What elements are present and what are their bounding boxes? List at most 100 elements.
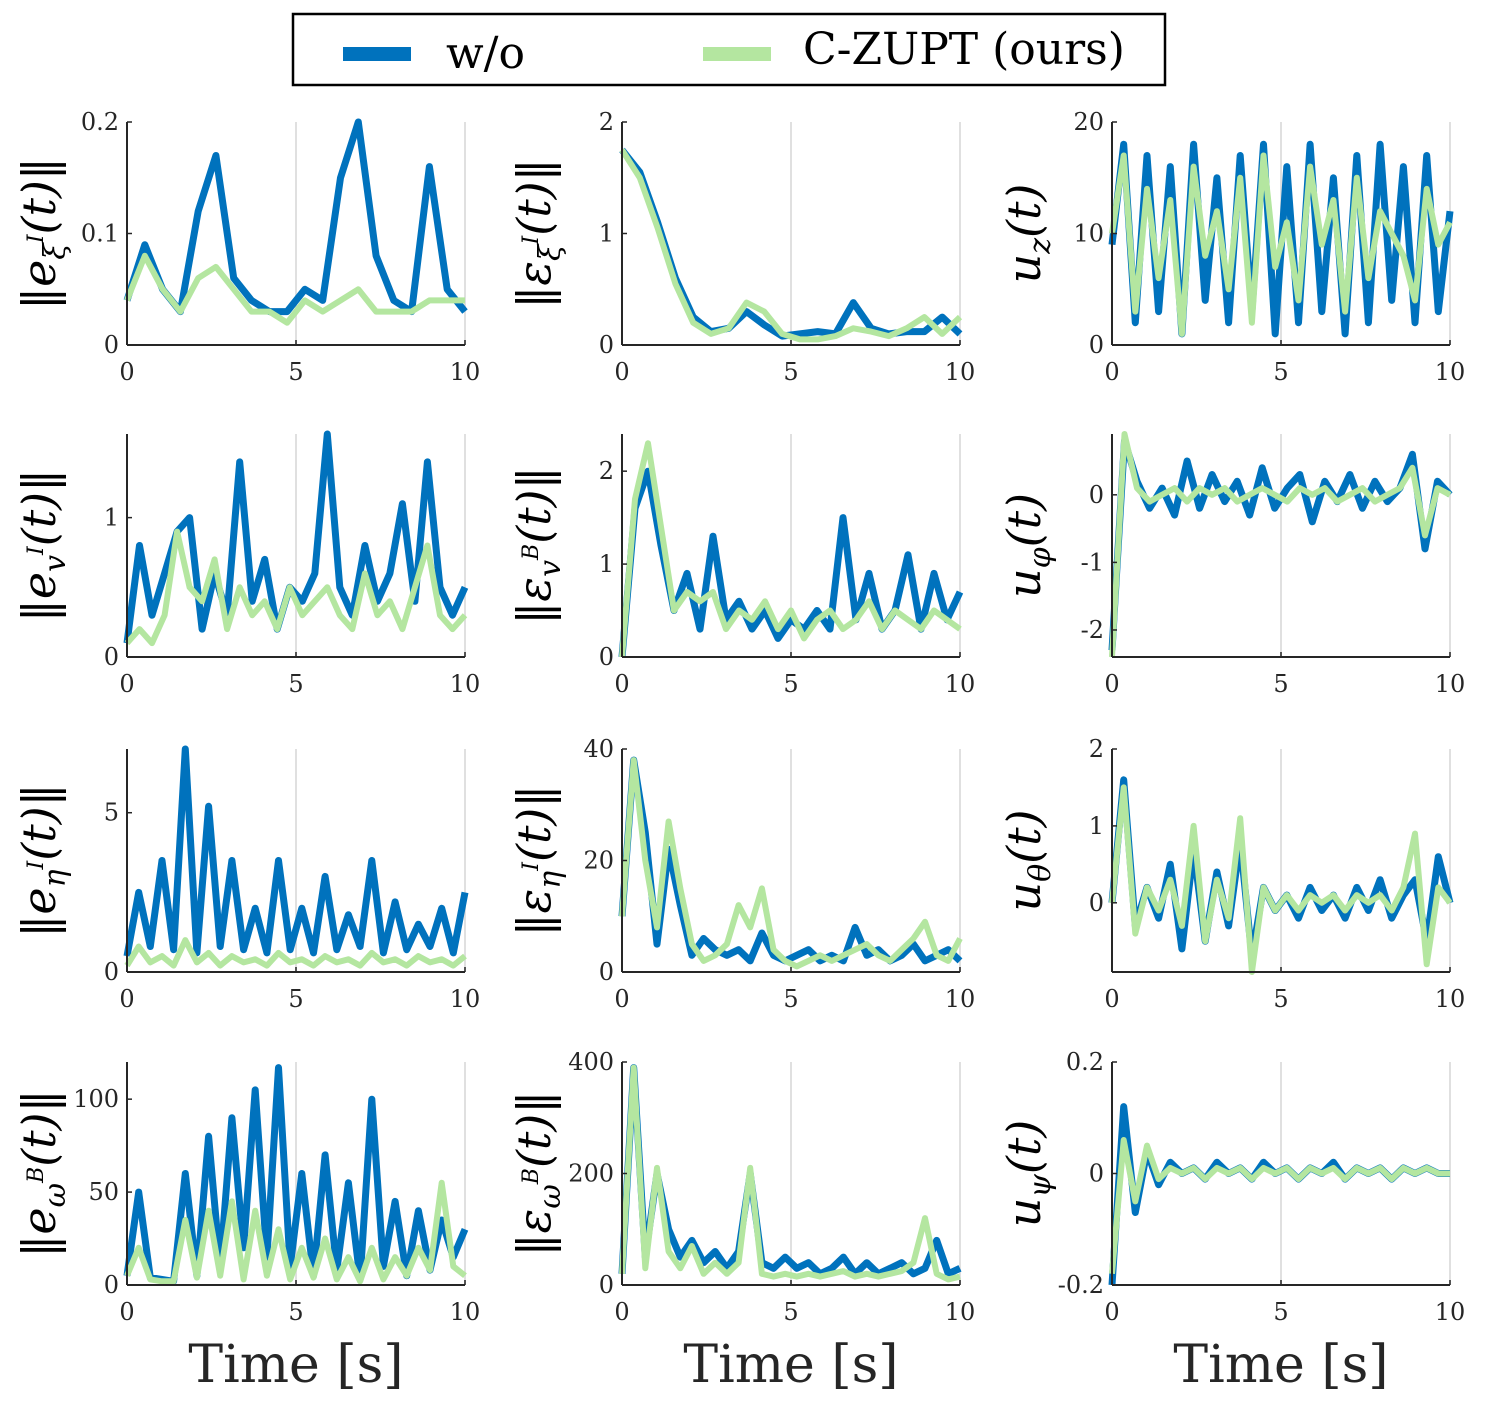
subplot: 0 5 10 0 0.1 0.2 ‖eξI(t)‖ <box>12 108 480 386</box>
x-tick-label: 10 <box>945 670 976 698</box>
y-tick-label: 200 <box>568 1160 614 1188</box>
y-tick-label: 10 <box>1073 220 1104 248</box>
y-axis-label: ‖eξI(t)‖ <box>12 157 73 310</box>
x-tick-label: 0 <box>614 358 629 386</box>
y-tick-label: 0 <box>104 1271 119 1299</box>
series-line-czupt <box>124 528 468 647</box>
subplot: 0 5 10-0.200.2uψ(t)Time [s] <box>997 1048 1465 1395</box>
x-tick-label: 5 <box>783 1298 798 1326</box>
y-tick-label: -2 <box>1081 616 1104 644</box>
x-tick-label: 5 <box>288 1298 303 1326</box>
y-axis-label: ‖eωB(t)‖ <box>12 1089 73 1257</box>
y-tick-label: 0 <box>104 331 119 359</box>
y-tick-label: 0.2 <box>1066 1048 1104 1076</box>
y-axis-label: uz(t) <box>997 184 1058 284</box>
x-tick-label: 10 <box>450 985 481 1013</box>
x-tick-label: 0 <box>1104 358 1119 386</box>
y-tick-label: 2 <box>599 457 614 485</box>
series-line-czupt <box>1109 784 1453 975</box>
x-tick-label: 10 <box>1435 670 1466 698</box>
y-axis-label: ‖εξI(t)‖ <box>507 158 568 308</box>
x-tick-label: 10 <box>1435 1298 1466 1326</box>
series-line-czupt <box>124 252 465 326</box>
y-axis-label: ‖εvB(t)‖ <box>507 466 568 624</box>
y-tick-label: -1 <box>1081 548 1104 576</box>
y-axis-label: uθ(t) <box>997 809 1058 911</box>
y-tick-label: 0 <box>599 1271 614 1299</box>
x-tick-label: 0 <box>614 670 629 698</box>
series-line-czupt <box>619 1064 961 1283</box>
y-tick-label: 0.2 <box>81 108 119 136</box>
y-tick-label: 1 <box>104 504 119 532</box>
series-line-wo <box>618 756 963 965</box>
x-tick-label: 5 <box>288 670 303 698</box>
y-axis-label: ‖eηI(t)‖ <box>12 783 73 937</box>
y-tick-label: 50 <box>88 1178 119 1206</box>
y-axis-label: uψ(t) <box>997 1120 1058 1228</box>
y-tick-label: 2 <box>599 108 614 136</box>
y-tick-label: 0 <box>1089 481 1104 509</box>
y-tick-label: 1 <box>599 550 614 578</box>
subplot: 0 5 10 0 1 2 uθ(t) <box>997 735 1465 1013</box>
x-tick-label: 10 <box>945 1298 976 1326</box>
series-line-czupt <box>124 1179 467 1285</box>
legend-label-wo: w/o <box>446 28 525 79</box>
series-line-czupt <box>619 440 962 658</box>
x-tick-label: 0 <box>1104 985 1119 1013</box>
x-tick-label: 0 <box>119 1298 134 1326</box>
y-tick-label: 0 <box>1089 889 1104 917</box>
y-tick-label: -0.2 <box>1058 1271 1104 1299</box>
series-line-wo <box>123 745 469 957</box>
subplot: 0 5 10 0 20 40 ‖εηI(t)‖ <box>507 735 975 1013</box>
series-line-czupt <box>619 148 963 343</box>
y-tick-label: 0 <box>1089 331 1104 359</box>
x-tick-label: 0 <box>1104 1298 1119 1326</box>
x-tick-label: 10 <box>945 358 976 386</box>
x-tick-label: 5 <box>1273 1298 1288 1326</box>
x-tick-label: 5 <box>1273 670 1288 698</box>
y-tick-label: 1 <box>599 220 614 248</box>
x-tick-label: 0 <box>119 358 134 386</box>
x-tick-label: 10 <box>450 670 481 698</box>
x-axis-label: Time [s] <box>188 1335 403 1395</box>
x-tick-label: 0 <box>614 985 629 1013</box>
x-tick-label: 5 <box>783 985 798 1013</box>
y-tick-label: 0 <box>1089 1160 1104 1188</box>
y-axis-label: ‖εωB(t)‖ <box>507 1091 568 1257</box>
subplot: 0 5 10 0 1 2 ‖εξI(t)‖ <box>507 108 975 386</box>
x-tick-label: 10 <box>945 985 976 1013</box>
x-tick-label: 5 <box>1273 985 1288 1013</box>
y-tick-label: 100 <box>73 1085 119 1113</box>
series-line-czupt <box>1109 431 1452 658</box>
x-axis-label: Time [s] <box>1173 1335 1388 1395</box>
legend: w/o C-ZUPT (ours) <box>291 12 1167 87</box>
y-axis-label: ‖εηI(t)‖ <box>507 785 568 937</box>
y-tick-label: 20 <box>583 847 614 875</box>
x-tick-label: 5 <box>783 670 798 698</box>
x-tick-label: 5 <box>1273 358 1288 386</box>
y-tick-label: 20 <box>1073 108 1104 136</box>
x-tick-label: 0 <box>614 1298 629 1326</box>
x-tick-label: 0 <box>1104 670 1119 698</box>
subplot: 0 5 10 0 1 2 ‖εvB(t)‖ <box>507 434 975 698</box>
y-tick-label: 400 <box>568 1048 614 1076</box>
x-axis-label: Time [s] <box>683 1335 898 1395</box>
x-tick-label: 5 <box>783 358 798 386</box>
y-tick-label: 0 <box>104 643 119 671</box>
series-line-czupt <box>1109 1137 1450 1275</box>
x-tick-label: 10 <box>450 1298 481 1326</box>
x-tick-label: 10 <box>1435 985 1466 1013</box>
x-tick-label: 10 <box>450 358 481 386</box>
series-line-czupt <box>1109 152 1453 337</box>
y-tick-label: 0 <box>104 958 119 986</box>
y-axis-label: ‖evI(t)‖ <box>12 469 73 622</box>
series-line-czupt <box>619 757 963 970</box>
series-line-czupt <box>124 937 467 969</box>
y-tick-label: 0.1 <box>81 220 119 248</box>
x-tick-label: 5 <box>288 358 303 386</box>
y-tick-label: 1 <box>1089 812 1104 840</box>
y-tick-label: 5 <box>104 799 119 827</box>
